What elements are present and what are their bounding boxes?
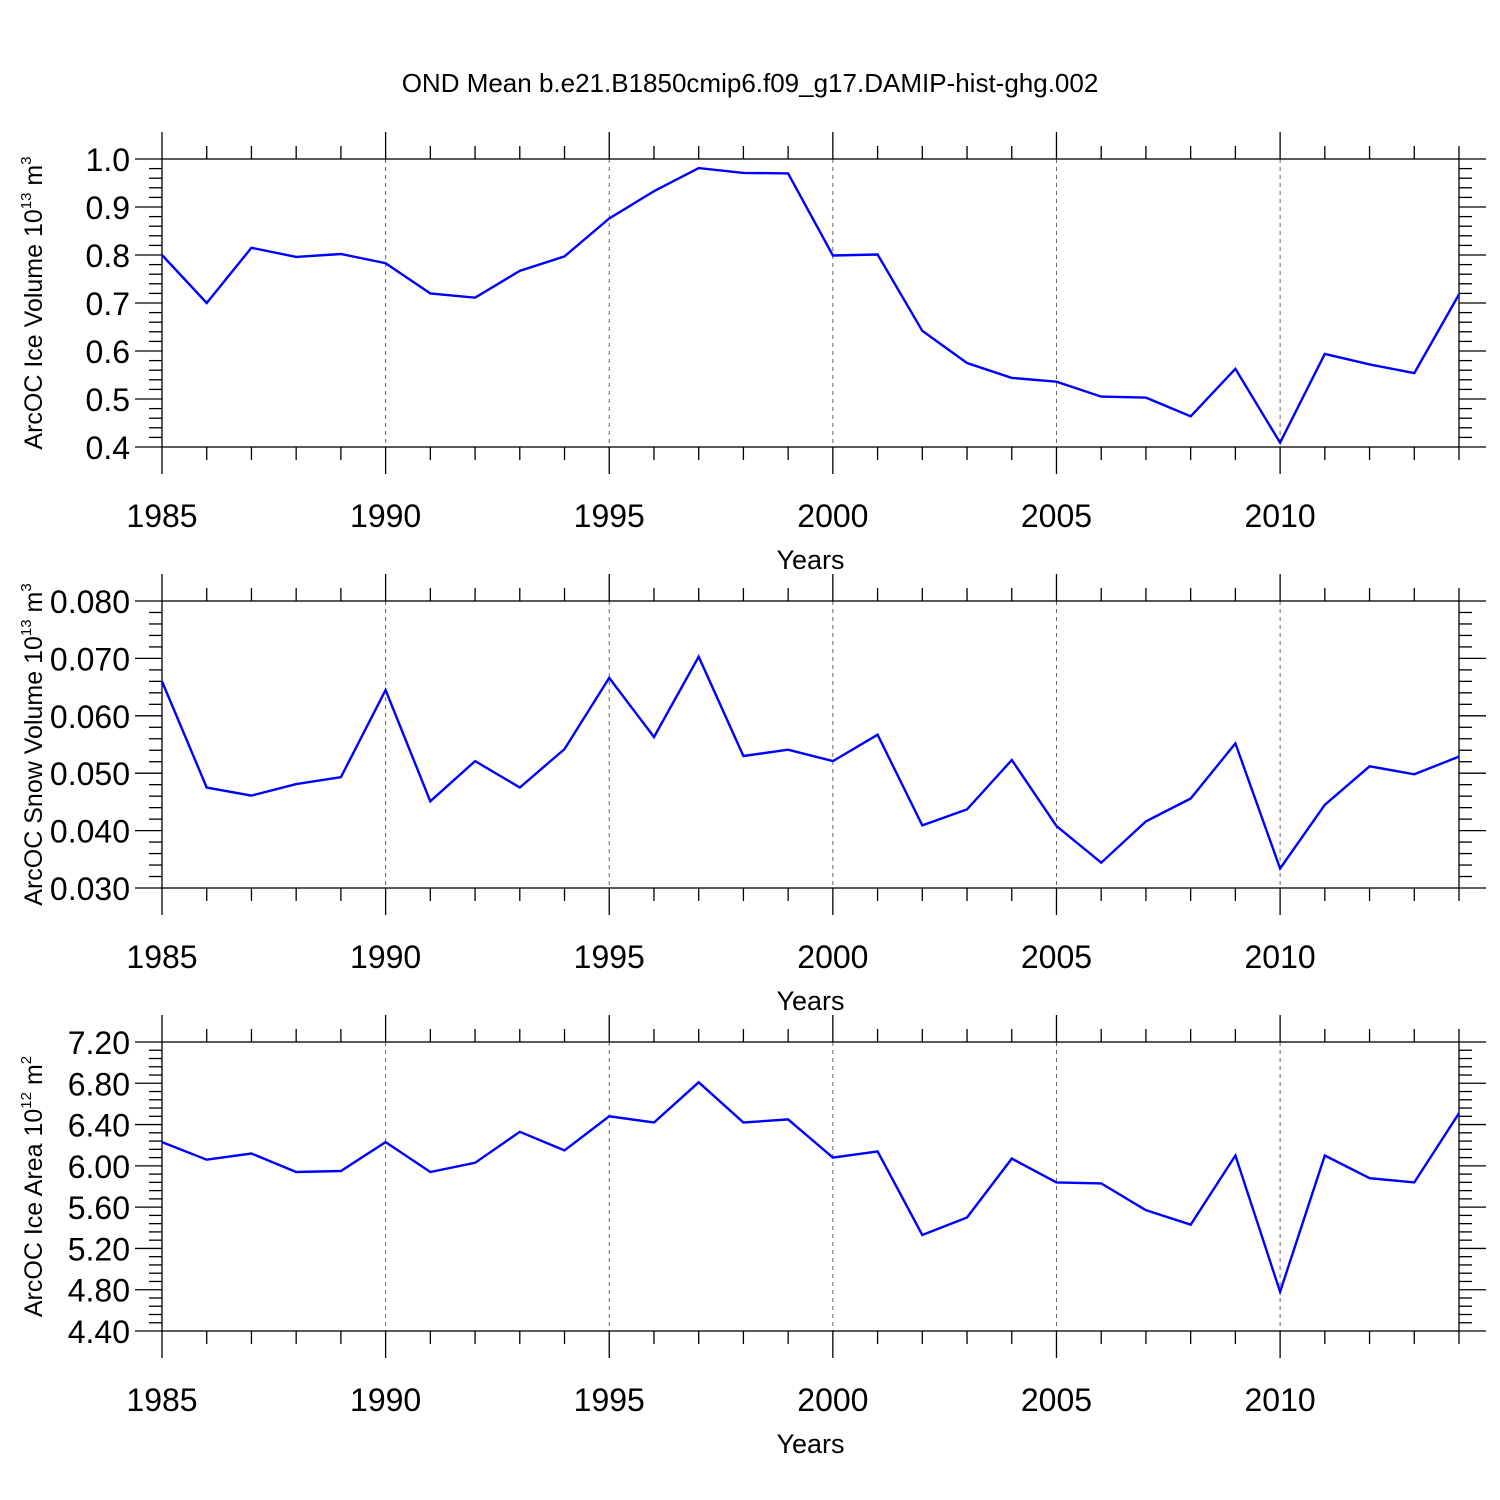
- y-tick-label: 7.20: [68, 1025, 130, 1061]
- x-tick-label: 1995: [574, 1382, 645, 1418]
- y-tick-label: 0.9: [86, 190, 130, 226]
- y-tick-label: 6.80: [68, 1066, 130, 1102]
- x-tick-label: 2000: [797, 498, 868, 534]
- x-tick-label: 2005: [1021, 939, 1092, 975]
- x-tick-label: 2010: [1245, 939, 1316, 975]
- x-tick-label: 1995: [574, 498, 645, 534]
- y-axis-label: ArcOC Ice Volume 1013 m3: [18, 156, 48, 449]
- y-tick-label: 4.80: [68, 1273, 130, 1309]
- y-tick-label: 0.040: [50, 814, 130, 850]
- y-tick-label: 1.0: [86, 142, 130, 178]
- x-tick-label: 1995: [574, 939, 645, 975]
- x-tick-label: 1985: [126, 498, 197, 534]
- y-axis-label: ArcOC Ice Area 1012 m2: [18, 1056, 48, 1317]
- plot-frame: [161, 158, 1460, 448]
- y-tick-label: 6.00: [68, 1149, 130, 1185]
- y-tick-label: 5.20: [68, 1231, 130, 1267]
- y-tick-label: 5.60: [68, 1190, 130, 1226]
- x-tick-label: 1990: [350, 939, 421, 975]
- plot-frame: [161, 1041, 1460, 1332]
- x-axis-label: Years: [776, 545, 844, 575]
- x-tick-label: 2000: [797, 1382, 868, 1418]
- panel-snow-volume: 0.030 0.040 0.050 0.060 0.070 0.080 1985 1990 19…: [18, 574, 1486, 1016]
- y-tick-label: 0.4: [86, 430, 130, 466]
- y-tick-label: 0.7: [86, 286, 130, 322]
- y-tick-label: 0.6: [86, 334, 130, 370]
- x-tick-label: 1985: [126, 1382, 197, 1418]
- x-tick-label: 2000: [797, 939, 868, 975]
- data-line: [160, 654, 1460, 872]
- x-tick-label: 1990: [350, 498, 421, 534]
- y-tick-label: 0.070: [50, 641, 130, 677]
- x-tick-label: 2010: [1245, 498, 1316, 534]
- y-tick-label: 0.8: [86, 238, 130, 274]
- y-tick-label: 4.40: [68, 1314, 130, 1350]
- data-line: [161, 166, 1461, 446]
- y-tick-label: 0.5: [86, 382, 130, 418]
- x-axis-label: Years: [776, 1429, 844, 1459]
- data-line: [161, 1080, 1461, 1296]
- plot-frame: [161, 600, 1460, 889]
- x-tick-label: 2005: [1021, 498, 1092, 534]
- y-axis-label: ArcOC Snow Volume 1013 m3: [18, 583, 48, 905]
- x-tick-label: 1985: [126, 939, 197, 975]
- y-tick-label: 6.40: [68, 1108, 130, 1144]
- panel-ice-volume: 0.4 0.5 0.6 0.7 0.8 0.9 1.0 1985 1990 1995 2000 200…: [18, 132, 1486, 575]
- x-axis-label: Years: [776, 986, 844, 1016]
- y-tick-label: 0.080: [50, 584, 130, 620]
- y-tick-label: 0.050: [50, 756, 130, 792]
- y-tick-label: 0.060: [50, 699, 130, 735]
- y-tick-label: 0.030: [50, 871, 130, 907]
- chart-title: OND Mean b.e21.B1850cmip6.f09_g17.DAMIP-…: [402, 68, 1099, 98]
- x-tick-label: 2005: [1021, 1382, 1092, 1418]
- panel-ice-area: 4.40 4.80 5.20 5.60 6.00 6.40 6.80 7.20 1985 1990…: [18, 1015, 1486, 1459]
- x-tick-label: 2010: [1245, 1382, 1316, 1418]
- x-tick-label: 1990: [350, 1382, 421, 1418]
